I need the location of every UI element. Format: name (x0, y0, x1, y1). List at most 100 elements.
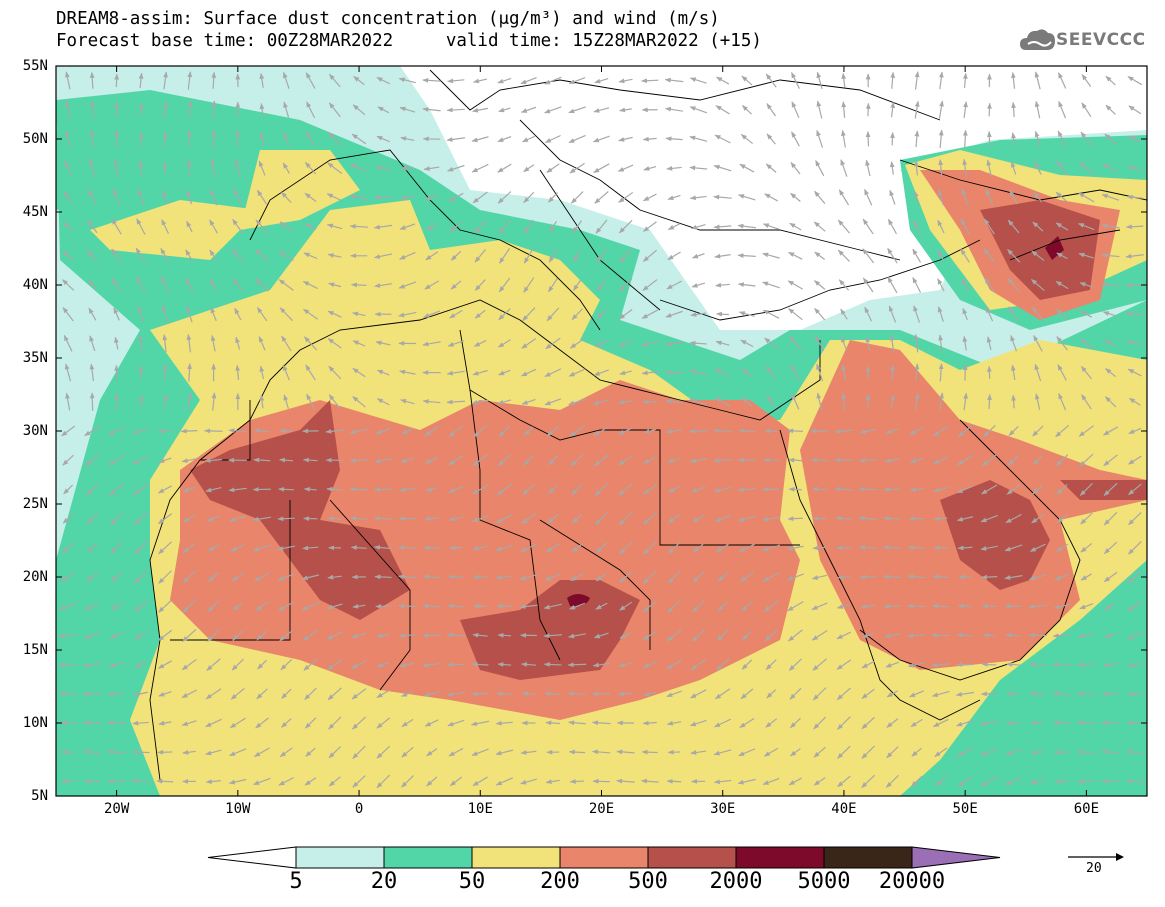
wind-arrow (816, 71, 823, 90)
wind-arrow (914, 393, 920, 411)
wind-arrow (980, 691, 998, 697)
wind-arrow (497, 454, 512, 467)
wind-arrow (303, 308, 318, 320)
wind-arrow (790, 71, 800, 89)
wind-arrow (498, 369, 511, 376)
wind-arrow (664, 370, 684, 375)
wind-arrow (889, 189, 896, 205)
wind-arrow (1010, 364, 1016, 381)
wind-arrow (1077, 662, 1095, 668)
wind-arrow (210, 334, 216, 352)
wind-arrow (762, 516, 780, 522)
wind-arrow (765, 366, 777, 379)
wind-arrow (837, 775, 851, 788)
wind-arrow (716, 629, 729, 642)
wind-arrow (473, 339, 487, 347)
wind-arrow (182, 628, 197, 642)
wind-arrow (521, 337, 537, 349)
wind-arrow (255, 717, 269, 729)
wind-arrow (473, 78, 488, 84)
wind-arrow (983, 248, 996, 264)
wind-arrow (548, 192, 559, 203)
wind-arrow (446, 107, 465, 113)
wind-arrow (186, 159, 192, 177)
wind-arrow (642, 136, 657, 142)
wind-arrow (523, 219, 534, 234)
wind-arrow (641, 78, 659, 84)
wind-arrow (304, 192, 317, 202)
wind-arrow (207, 544, 220, 552)
wind-arrow (254, 428, 270, 434)
wind-arrow (204, 458, 223, 463)
wind-arrow (1102, 662, 1118, 668)
wind-arrow (181, 658, 197, 671)
wind-arrow (282, 364, 290, 381)
wind-arrow (524, 426, 534, 436)
wind-arrow (957, 424, 973, 438)
wind-arrow (641, 340, 659, 347)
wind-arrow (423, 690, 440, 697)
wind-arrow (909, 487, 924, 492)
wind-arrow (257, 659, 267, 670)
wind-arrow (667, 599, 682, 613)
wind-arrow (426, 748, 438, 757)
wind-arrow (162, 190, 168, 205)
wind-arrow (158, 541, 172, 555)
wind-arrow (1052, 691, 1071, 696)
wind-arrow (114, 101, 120, 118)
wind-arrow (1055, 543, 1069, 552)
wind-arrow (301, 574, 319, 581)
wind-arrow (1007, 277, 1020, 293)
wind-arrow (398, 77, 416, 84)
wind-arrow (86, 572, 99, 582)
wind-arrow (931, 662, 950, 668)
wind-arrow (63, 221, 73, 232)
wind-arrow (205, 749, 222, 756)
wind-arrow (1031, 306, 1045, 322)
wind-arrow (351, 688, 367, 700)
wind-arrow (715, 311, 729, 317)
wind-arrow (376, 774, 391, 789)
lat-label: 50N (22, 131, 48, 147)
wind-arrow (938, 100, 944, 119)
wind-arrow (279, 747, 293, 758)
wind-arrow (234, 307, 242, 321)
wind-arrow (689, 369, 708, 376)
wind-arrow (401, 427, 414, 435)
wind-arrow (836, 659, 852, 670)
wind-arrow (814, 251, 826, 260)
wind-arrow (376, 745, 391, 759)
wind-arrow (1032, 221, 1044, 232)
wind-arrow (813, 777, 826, 786)
wind-arrow (373, 487, 393, 492)
wind-arrow (108, 661, 125, 668)
wind-arrow (205, 688, 222, 700)
wind-arrow (497, 399, 512, 405)
wind-arrow (498, 107, 511, 113)
wind-arrow (255, 249, 270, 263)
wind-arrow (425, 487, 438, 492)
wind-arrow (1030, 778, 1046, 785)
wind-arrow (859, 428, 877, 434)
wind-arrow (1128, 105, 1142, 115)
wind-arrow (788, 658, 803, 671)
wind-arrow (279, 307, 293, 322)
wind-arrow (138, 394, 144, 409)
wind-arrow (259, 365, 265, 380)
wind-arrow (426, 776, 438, 787)
wind-arrow (352, 745, 366, 759)
wind-arrow (715, 340, 730, 346)
wind-arrow (689, 428, 708, 434)
wind-arrow (131, 778, 150, 784)
wind-arrow (811, 630, 828, 641)
wind-arrow (207, 628, 221, 642)
wind-arrow (397, 574, 417, 580)
wind-arrow (1078, 633, 1095, 639)
wind-arrow (89, 71, 95, 89)
wind-arrow (495, 575, 513, 580)
wind-arrow (980, 748, 998, 756)
wind-arrow (1011, 394, 1016, 409)
wind-arrow (1080, 310, 1093, 318)
wind-arrow (326, 486, 343, 492)
wind-arrow (886, 746, 899, 759)
